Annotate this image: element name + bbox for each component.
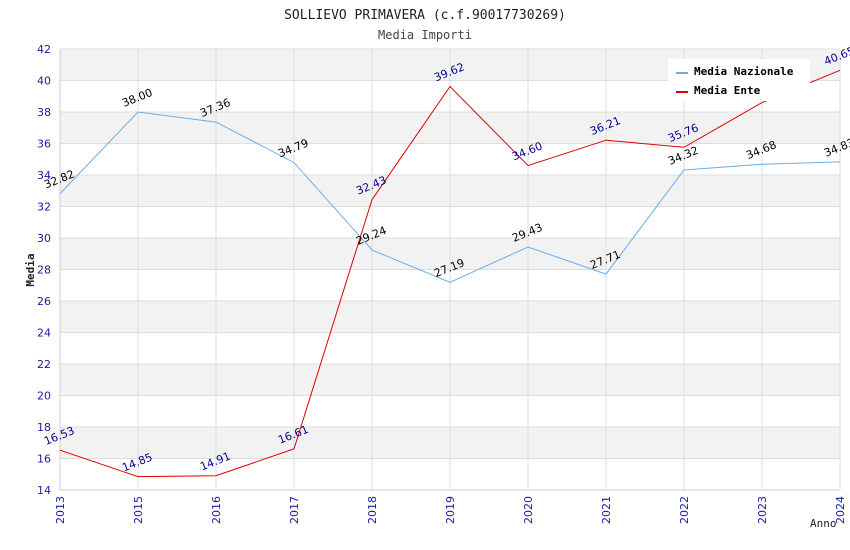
- y-tick-label: 40: [37, 75, 51, 88]
- x-tick-label: 2021: [600, 496, 613, 524]
- x-tick-label: 2013: [54, 496, 67, 524]
- y-tick-label: 28: [37, 264, 51, 277]
- x-tick-label: 2015: [132, 496, 145, 524]
- y-tick-label: 26: [37, 295, 51, 308]
- y-tick-label: 18: [37, 421, 51, 434]
- y-tick-label: 16: [37, 453, 51, 466]
- chart-title: SOLLIEVO PRIMAVERA (c.f.90017730269): [284, 8, 566, 23]
- y-tick-label: 42: [37, 43, 51, 56]
- legend-label-media-nazionale: Media Nazionale: [694, 65, 794, 78]
- legend: Media Nazionale Media Ente: [668, 59, 810, 101]
- y-tick-labels: 14 16 18 20 22 24 26 28 30 32 34 36 38 40 42: [37, 43, 51, 497]
- y-axis-label: Media: [24, 253, 37, 286]
- x-tick-label: 2019: [444, 496, 457, 524]
- series-line-media-nazionale: [59, 111, 841, 283]
- x-tick-label: 2024: [834, 496, 847, 524]
- y-tick-label: 24: [37, 327, 51, 340]
- y-tick-label: 20: [37, 390, 51, 403]
- data-label: 38.00: [120, 86, 154, 110]
- chart-subtitle: Media Importi: [378, 28, 472, 42]
- legend-box: [668, 59, 810, 101]
- y-tick-label: 30: [37, 232, 51, 245]
- x-tick-label: 2018: [366, 496, 379, 524]
- x-tick-label: 2020: [522, 496, 535, 524]
- x-tick-label: 2023: [756, 496, 769, 524]
- y-tick-label: 38: [37, 106, 51, 119]
- x-axis-label: Anno: [810, 517, 837, 530]
- x-tick-label: 2022: [678, 496, 691, 524]
- series-line-media-ente: [59, 69, 841, 478]
- y-tick-label: 32: [37, 201, 51, 214]
- x-tick-label: 2017: [288, 496, 301, 524]
- legend-label-media-ente: Media Ente: [694, 84, 761, 97]
- series-lines: [59, 69, 841, 478]
- x-tick-labels: 2013 2015 2016 2017 2018 2019 2020 2021 2022 2023…: [54, 496, 847, 524]
- y-tick-label: 14: [37, 484, 51, 497]
- x-tick-label: 2016: [210, 496, 223, 524]
- y-tick-label: 22: [37, 358, 51, 371]
- y-tick-label: 34: [37, 169, 51, 182]
- y-tick-label: 36: [37, 138, 51, 151]
